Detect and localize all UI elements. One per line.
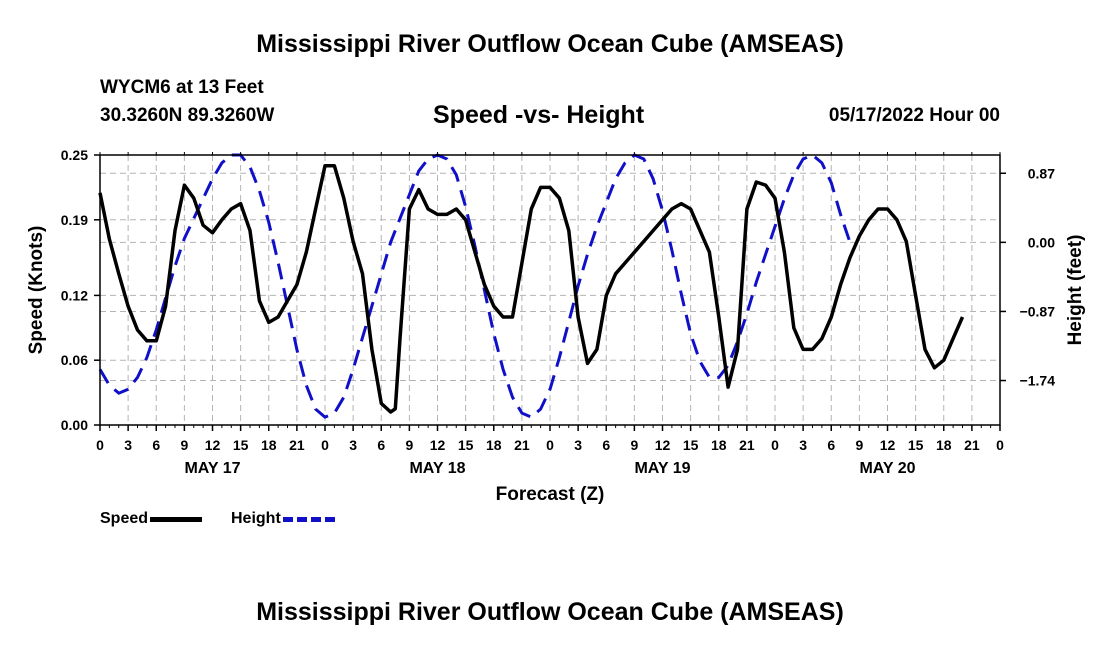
x-tick-label: 18 xyxy=(711,437,727,453)
x-tick-label: 12 xyxy=(655,437,671,453)
x-tick-label: 0 xyxy=(96,437,104,453)
forecast-datetime: 05/17/2022 Hour 00 xyxy=(828,105,1000,126)
y-tick-label: 0.00 xyxy=(61,417,88,433)
x-tick-label: 9 xyxy=(855,437,863,453)
day-label: MAY 18 xyxy=(409,460,465,477)
x-tick-label: 18 xyxy=(261,437,277,453)
x-tick-label: 12 xyxy=(880,437,896,453)
x-tick-label: 12 xyxy=(430,437,446,453)
x-tick-label: 6 xyxy=(377,437,385,453)
speed-series-line xyxy=(98,164,965,414)
chart-subtitle: Speed -vs- Height xyxy=(433,101,645,129)
y-axis-label: Speed (Knots) xyxy=(26,226,47,355)
x-tick-label: 0 xyxy=(546,437,554,453)
x-tick-label: 3 xyxy=(799,437,807,453)
station-label: WYCM6 at 13 Feet xyxy=(100,77,264,98)
x-tick-label: 15 xyxy=(908,437,924,453)
x-tick-label: 0 xyxy=(321,437,329,453)
legend-height: Height xyxy=(231,509,335,529)
x-tick-label: 6 xyxy=(602,437,610,453)
x-tick-label: 3 xyxy=(349,437,357,453)
legend-speed-swatch xyxy=(150,516,203,522)
x-tick-label: 9 xyxy=(630,437,638,453)
x-tick-label: 0 xyxy=(771,437,779,453)
y2-tick-label: 0.87 xyxy=(1028,165,1055,181)
y-tick-label: 0.25 xyxy=(61,147,88,163)
x-tick-label: 15 xyxy=(458,437,474,453)
y-tick-label: 0.12 xyxy=(61,287,88,303)
legend-height-label: Height xyxy=(231,510,281,527)
chart-title: Mississippi River Outflow Ocean Cube (AM… xyxy=(256,30,844,58)
x-tick-label: 21 xyxy=(739,437,755,453)
y2-axis-label: Height (feet) xyxy=(1065,235,1086,346)
y2-tick-label: 0.00 xyxy=(1028,234,1055,250)
y2-tick-label: −1.74 xyxy=(1020,373,1056,389)
x-tick-label: 9 xyxy=(180,437,188,453)
day-label: MAY 17 xyxy=(184,460,240,477)
x-tick-label: 3 xyxy=(574,437,582,453)
y-tick-label: 0.19 xyxy=(61,212,88,228)
legend-speed-label: Speed xyxy=(100,510,149,527)
x-tick-label: 3 xyxy=(124,437,132,453)
x-tick-label: 18 xyxy=(936,437,952,453)
x-tick-label: 12 xyxy=(205,437,221,453)
y2-tick-label: −0.87 xyxy=(1020,303,1056,319)
day-label: MAY 20 xyxy=(859,460,915,477)
x-tick-label: 0 xyxy=(996,437,1004,453)
x-tick-label: 6 xyxy=(152,437,160,453)
x-axis-label: Forecast (Z) xyxy=(496,484,605,505)
y-tick-label: 0.06 xyxy=(61,352,88,368)
day-label: MAY 19 xyxy=(634,460,690,477)
x-tick-label: 21 xyxy=(964,437,980,453)
legend-height-swatch xyxy=(282,516,335,522)
legend-speed: Speed xyxy=(100,509,203,529)
x-tick-label: 15 xyxy=(683,437,699,453)
station-coordinates: 30.3260N 89.3260W xyxy=(100,105,275,126)
x-tick-label: 15 xyxy=(233,437,249,453)
x-tick-label: 9 xyxy=(405,437,413,453)
footer-title: Mississippi River Outflow Ocean Cube (AM… xyxy=(256,598,844,626)
x-tick-label: 18 xyxy=(486,437,502,453)
x-tick-label: 21 xyxy=(289,437,305,453)
x-tick-label: 21 xyxy=(514,437,530,453)
x-tick-label: 6 xyxy=(827,437,835,453)
